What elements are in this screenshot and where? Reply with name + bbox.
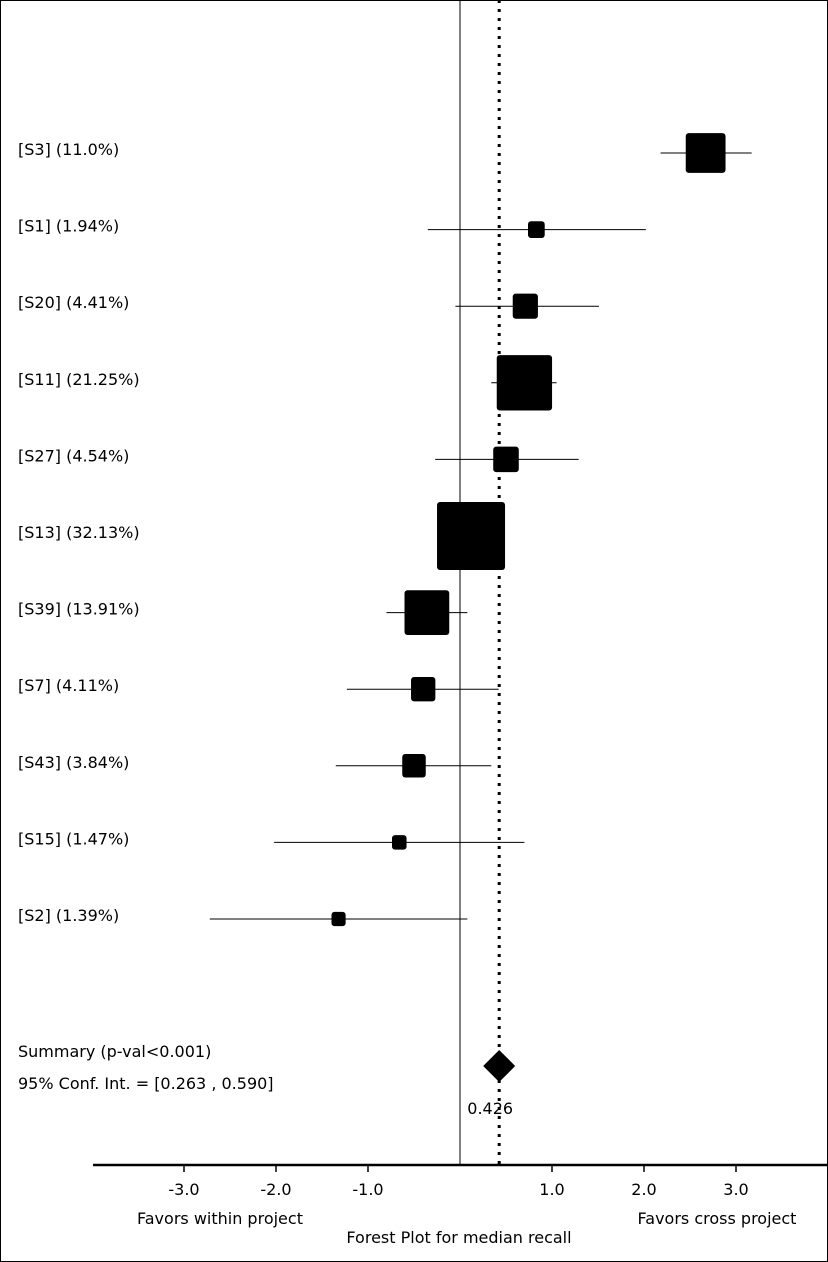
summary-diamond [483, 1050, 516, 1082]
study-label: [S15] (1.47%) [18, 829, 129, 848]
study-marker [392, 835, 407, 850]
x-tick-label: -1.0 [352, 1180, 383, 1199]
summary-value-label: 0.426 [467, 1099, 513, 1118]
study-marker [331, 911, 346, 927]
study-label: [S20] (4.41%) [18, 293, 129, 312]
x-axis-ticks: -3.0 -2.0 -1.0 1.0 2.0 3.0 [168, 1165, 749, 1199]
x-tick-label: -2.0 [260, 1180, 291, 1199]
study-label: [S3] (11.0%) [18, 140, 119, 159]
x-tick-label: -3.0 [168, 1180, 199, 1199]
study-label: [S2] (1.39%) [18, 906, 119, 925]
study-label: [S39] (13.91%) [18, 600, 140, 619]
study-marker [402, 754, 426, 778]
study-marker [685, 133, 726, 173]
favors-left-label: Favors within project [137, 1209, 303, 1228]
study-label: [S27] (4.54%) [18, 446, 129, 465]
study-marker [493, 446, 519, 473]
x-tick-label: 1.0 [539, 1180, 564, 1199]
study-label: [S43] (3.84%) [18, 753, 129, 772]
study-labels: [S3] (11.0%) [S1] (1.94%) [S20] (4.41%) [S1… [18, 140, 140, 925]
study-label: [S1] (1.94%) [18, 217, 119, 236]
study-marker [496, 355, 553, 411]
study-label: [S7] (4.11%) [18, 676, 119, 695]
favors-right-label: Favors cross project [638, 1209, 797, 1228]
study-marker [528, 221, 545, 238]
summary-ci-label: 95% Conf. Int. = [0.263 , 0.590] [18, 1074, 274, 1093]
chart-title: Forest Plot for median recall [346, 1228, 571, 1247]
study-markers [331, 133, 726, 927]
summary-label: Summary (p-val<0.001) [18, 1042, 211, 1061]
study-marker [437, 501, 506, 571]
study-marker [411, 677, 436, 702]
x-tick-label: 3.0 [723, 1180, 748, 1199]
study-label: [S13] (32.13%) [18, 523, 140, 542]
study-marker [512, 293, 538, 319]
study-label: [S11] (21.25%) [18, 370, 140, 389]
study-marker [404, 590, 450, 635]
x-tick-label: 2.0 [631, 1180, 656, 1199]
